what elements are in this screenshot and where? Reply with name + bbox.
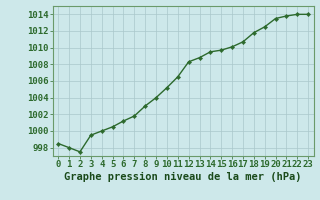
X-axis label: Graphe pression niveau de la mer (hPa): Graphe pression niveau de la mer (hPa) [64, 172, 302, 182]
